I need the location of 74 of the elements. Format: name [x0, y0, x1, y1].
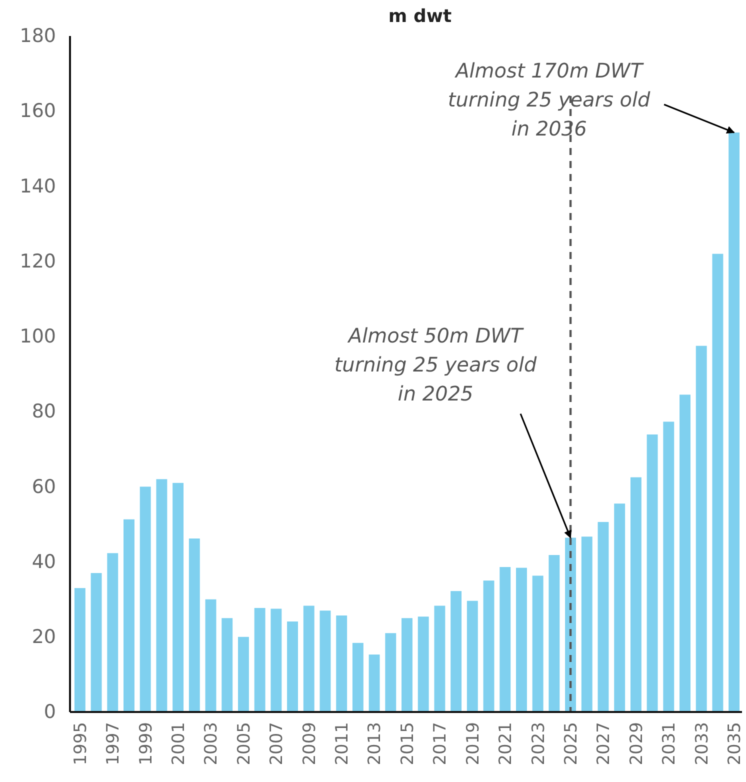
bar	[352, 642, 364, 712]
x-tick-label: 1995	[70, 722, 91, 766]
chart-title: m dwt	[388, 6, 452, 27]
bar	[124, 519, 134, 712]
y-tick-label: 80	[32, 400, 56, 423]
annotation: Almost 170m DWT turning 25 years old in 2036	[448, 58, 651, 141]
bar	[483, 580, 494, 712]
x-tick-label: 2015	[398, 722, 418, 766]
x-tick-label: 1997	[104, 722, 124, 766]
bar	[303, 606, 314, 712]
x-tick-label: 1999	[136, 722, 156, 766]
bar	[320, 610, 331, 712]
bar	[434, 606, 446, 712]
bar	[368, 654, 380, 712]
x-tick-label: 2009	[300, 722, 320, 766]
bar	[696, 346, 707, 712]
bar	[728, 132, 740, 712]
x-tick-label: 2023	[528, 722, 549, 766]
bar	[581, 536, 592, 712]
bar	[450, 591, 462, 712]
bar	[630, 477, 642, 712]
bar	[172, 482, 184, 712]
y-tick-label: 20	[32, 626, 56, 648]
bar	[156, 479, 168, 712]
bar	[238, 636, 249, 712]
bar	[254, 608, 266, 712]
bar	[680, 394, 690, 712]
y-tick-label: 140	[20, 175, 56, 198]
bar	[646, 434, 658, 712]
bar	[500, 567, 511, 712]
bar	[663, 422, 674, 712]
x-tick-label: 2001	[169, 722, 189, 766]
x-tick-label: 2019	[463, 722, 484, 766]
y-tick-label: 160	[20, 100, 56, 122]
bar	[532, 576, 544, 712]
y-tick-label: 100	[20, 326, 56, 348]
bar	[74, 588, 86, 712]
bar	[598, 522, 609, 712]
y-tick-label: 0	[44, 701, 56, 724]
bar	[140, 486, 151, 712]
x-tick-label: 2017	[430, 722, 451, 766]
bar	[466, 600, 478, 712]
y-tick-label: 120	[20, 250, 56, 272]
x-tick-label: 2035	[725, 722, 746, 766]
bar	[614, 504, 626, 712]
x-tick-label: 2031	[660, 722, 680, 766]
x-tick-label: 2021	[496, 722, 516, 766]
bar	[287, 621, 298, 712]
bar	[205, 599, 216, 712]
bar	[222, 618, 233, 712]
bar	[107, 553, 118, 712]
bar	[385, 633, 396, 712]
x-tick-label: 2033	[692, 722, 712, 766]
bar	[516, 568, 527, 712]
x-tick-label: 2013	[365, 722, 386, 766]
x-tick-label: 2005	[234, 722, 254, 766]
bar	[418, 616, 429, 712]
y-tick-label: 60	[32, 476, 56, 498]
bar	[188, 538, 200, 712]
x-tick-label: 2003	[202, 722, 222, 766]
bar	[270, 608, 282, 712]
x-tick-label: 2029	[626, 722, 647, 766]
y-tick-label: 40	[32, 550, 56, 573]
annotation: Almost 50m DWT turning 25 years old in 2025	[334, 324, 538, 406]
bar	[402, 618, 412, 712]
bar	[90, 573, 102, 712]
x-tick-label: 2027	[594, 722, 614, 766]
y-tick-label: 180	[20, 25, 56, 48]
x-tick-label: 2025	[561, 722, 582, 766]
bar	[336, 615, 348, 712]
bar	[712, 254, 724, 712]
x-tick-label: 2007	[267, 722, 288, 766]
x-tick-label: 2011	[332, 722, 353, 766]
bar	[548, 555, 560, 712]
